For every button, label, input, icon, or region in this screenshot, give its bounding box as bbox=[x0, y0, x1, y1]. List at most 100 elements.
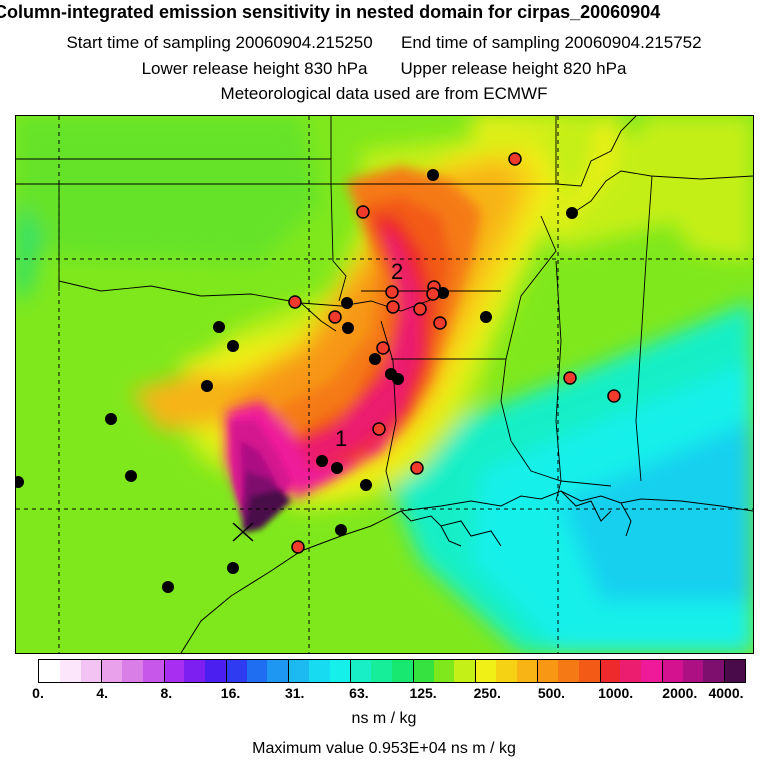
colorbar-tick-label: 8. bbox=[160, 685, 173, 701]
measurement-site-red bbox=[385, 285, 399, 299]
measurement-site-red bbox=[386, 300, 400, 314]
measurement-site-black bbox=[213, 321, 225, 333]
measurement-site-red bbox=[433, 316, 447, 330]
colorbar-tick-label: 4000. bbox=[708, 685, 744, 701]
colorbar-segment bbox=[620, 660, 641, 682]
measurement-site-black bbox=[105, 413, 117, 425]
colorbar-segment bbox=[558, 660, 579, 682]
colorbar-segment bbox=[247, 660, 267, 682]
measurement-site-black bbox=[335, 524, 347, 536]
colorbar-tick-label: 125. bbox=[409, 685, 437, 701]
colorbar-segment bbox=[122, 660, 143, 682]
colorbar-tick-label: 16. bbox=[220, 685, 241, 701]
colorbar-divider bbox=[662, 660, 663, 682]
met-data-label: Meteorological data used are from ECMWF bbox=[220, 84, 548, 103]
colorbar-tick-label: 0. bbox=[32, 685, 44, 701]
lower-release-label: Lower release height 830 hPa bbox=[141, 59, 368, 78]
colorbar-segment bbox=[81, 660, 101, 682]
colorbar-segment bbox=[683, 660, 703, 682]
colorbar-segment bbox=[475, 660, 496, 682]
measurement-site-red bbox=[413, 302, 427, 316]
measurement-site-red bbox=[563, 371, 577, 385]
maximum-value-label: Maximum value 0.953E+04 ns m / kg bbox=[252, 740, 516, 757]
measurement-site-black bbox=[331, 462, 343, 474]
colorbar-tick-label: 500. bbox=[537, 685, 566, 701]
measurement-site-red bbox=[410, 461, 424, 475]
colorbar-segment bbox=[288, 660, 309, 682]
measurement-site-red bbox=[508, 152, 522, 166]
colorbar-segment bbox=[164, 660, 184, 682]
colorbar-segment bbox=[413, 660, 434, 682]
colorbar-segment bbox=[662, 660, 683, 682]
colorbar-divider bbox=[724, 660, 725, 682]
colorbar-segment bbox=[350, 660, 371, 682]
colorbar-divider bbox=[350, 660, 351, 682]
measurement-site-black bbox=[16, 476, 24, 488]
measurement-site-black bbox=[341, 297, 353, 309]
measurement-site-black bbox=[316, 455, 328, 467]
measurement-site-black bbox=[201, 380, 213, 392]
colorbar bbox=[38, 659, 746, 683]
measurement-site-red bbox=[356, 205, 370, 219]
measurement-site-red bbox=[288, 295, 302, 309]
sampling-time-line: Start time of sampling 20060904.215250 E… bbox=[0, 33, 768, 53]
colorbar-tick-label: 4. bbox=[96, 685, 109, 701]
release-height-line: Lower release height 830 hPa Upper relea… bbox=[0, 59, 768, 79]
colorbar-segment bbox=[517, 660, 537, 682]
red-markers bbox=[288, 152, 621, 554]
colorbar-tick-label: 1000. bbox=[598, 685, 634, 701]
measurement-site-red bbox=[376, 341, 390, 355]
colorbar-divider bbox=[600, 660, 601, 682]
colorbar-tick-label: 63. bbox=[349, 685, 369, 701]
colorbar-segment bbox=[496, 660, 517, 682]
sensitivity-map: 1 2 bbox=[15, 115, 754, 654]
colorbar-segment bbox=[205, 660, 226, 682]
measurement-site-black bbox=[162, 581, 174, 593]
colorbar-segment bbox=[226, 660, 247, 682]
colorbar-segment bbox=[537, 660, 558, 682]
map-title: Column-integrated emission sensitivity i… bbox=[0, 2, 661, 22]
colorbar-segment bbox=[454, 660, 475, 682]
measurement-site-black bbox=[227, 562, 239, 574]
colorbar-tick-label: 31. bbox=[284, 685, 305, 701]
measurement-site-black bbox=[392, 373, 404, 385]
measurement-site-red bbox=[607, 389, 621, 403]
colorbar-segment bbox=[724, 660, 745, 682]
black-markers bbox=[16, 169, 578, 593]
map-label-1: 1 bbox=[335, 426, 347, 451]
colorbar-divider bbox=[226, 660, 227, 682]
colorbar-divider bbox=[101, 660, 102, 682]
measurement-site-black bbox=[227, 340, 239, 352]
measurement-site-red bbox=[291, 540, 305, 554]
colorbar-segment bbox=[434, 660, 454, 682]
colorbar-units: ns m / kg bbox=[351, 710, 417, 727]
measurement-site-black bbox=[125, 470, 137, 482]
colorbar-segment bbox=[143, 660, 164, 682]
measurement-site-black bbox=[566, 207, 578, 219]
colorbar-segment bbox=[267, 660, 288, 682]
colorbar-divider bbox=[413, 660, 414, 682]
colorbar-segment bbox=[309, 660, 330, 682]
colorbar-segment bbox=[392, 660, 413, 682]
colorbar-segment bbox=[39, 660, 60, 682]
colorbar-divider bbox=[164, 660, 165, 682]
colorbar-segment bbox=[579, 660, 600, 682]
colorbar-segment bbox=[330, 660, 350, 682]
measurement-site-red bbox=[328, 310, 342, 324]
upper-release-label: Upper release height 820 hPa bbox=[400, 59, 627, 78]
colorbar-divider bbox=[537, 660, 538, 682]
colorbar-segment bbox=[101, 660, 122, 682]
colorbar-segment bbox=[703, 660, 724, 682]
colorbar-tick-label: 250. bbox=[473, 685, 501, 701]
colorbar-divider bbox=[475, 660, 476, 682]
end-time-label: End time of sampling 20060904.215752 bbox=[401, 33, 702, 52]
colorbar-segment bbox=[600, 660, 620, 682]
measurement-site-red bbox=[372, 422, 386, 436]
colorbar-tick-label: 2000. bbox=[662, 685, 698, 701]
colorbar-segment bbox=[641, 660, 662, 682]
colorbar-segment bbox=[184, 660, 205, 682]
colorbar-segment bbox=[371, 660, 392, 682]
measurement-site-black bbox=[480, 311, 492, 323]
map-label-2: 2 bbox=[391, 259, 403, 284]
start-time-label: Start time of sampling 20060904.215250 bbox=[66, 33, 373, 52]
